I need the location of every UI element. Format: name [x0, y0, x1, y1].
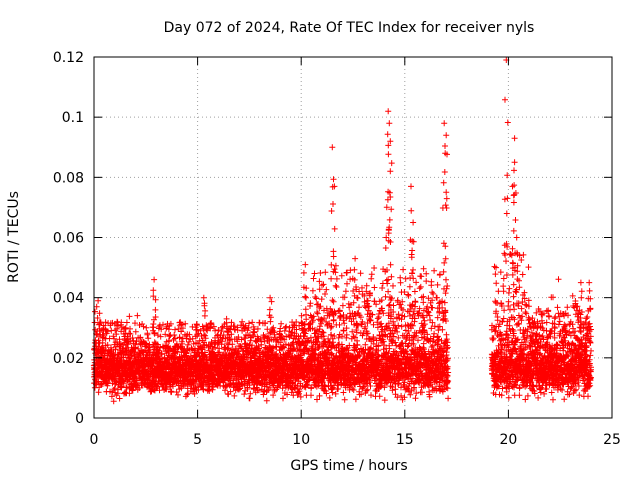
x-tick-label: 10 [292, 432, 310, 448]
x-tick-label: 5 [193, 432, 202, 448]
scatter-markers [90, 57, 594, 405]
y-tick-label: 0.12 [53, 50, 84, 66]
y-tick-label: 0.08 [53, 170, 84, 186]
x-tick-label: 20 [499, 432, 517, 448]
y-tick-label: 0.02 [53, 351, 84, 367]
x-tick-label: 15 [396, 432, 414, 448]
y-tick-label: 0 [75, 411, 84, 427]
axis-ticks: 0 5 10 15 20 25 0 0.02 0.04 0.06 0.08 0.1 0.12 [53, 50, 621, 448]
y-tick-label: 0.1 [62, 110, 84, 126]
data-points [90, 57, 594, 405]
y-tick-label: 0.06 [53, 231, 84, 247]
x-axis-label: GPS time / hours [290, 458, 407, 474]
y-axis-label: ROTI / TECUs [6, 191, 22, 283]
x-tick-label: 0 [90, 432, 99, 448]
y-tick-label: 0.04 [53, 291, 84, 307]
chart-title: Day 072 of 2024, Rate Of TEC Index for r… [164, 20, 535, 36]
x-tick-label: 25 [603, 432, 621, 448]
